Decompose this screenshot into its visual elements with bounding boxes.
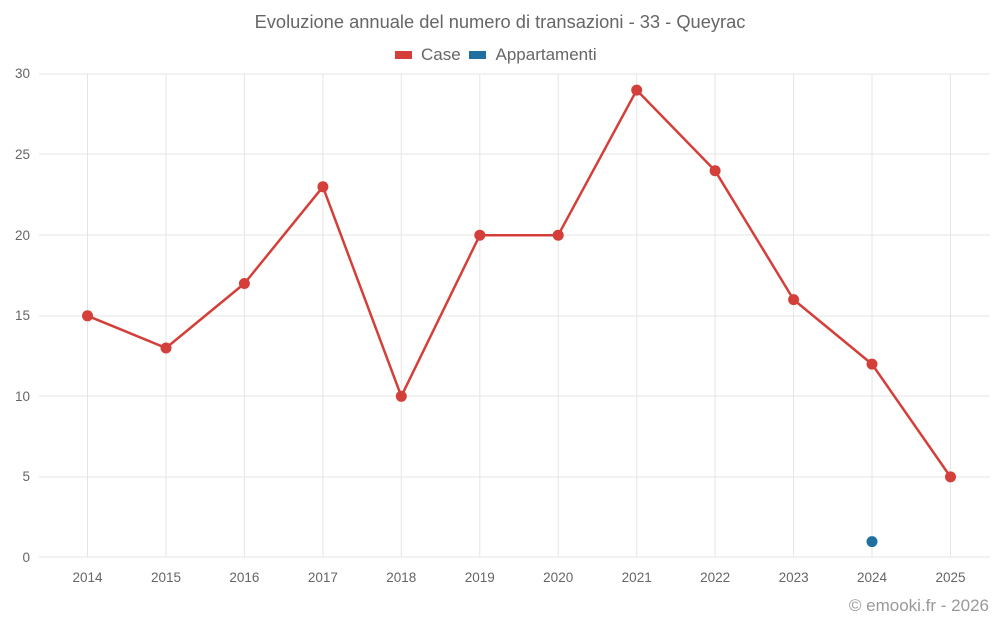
svg-text:2014: 2014 [72, 570, 103, 585]
svg-text:10: 10 [15, 389, 30, 404]
svg-text:0: 0 [22, 550, 30, 565]
svg-text:2019: 2019 [465, 570, 495, 585]
svg-text:2024: 2024 [857, 570, 888, 585]
svg-text:20: 20 [15, 228, 30, 243]
svg-text:2017: 2017 [308, 570, 338, 585]
svg-text:5: 5 [22, 469, 30, 484]
svg-text:2021: 2021 [622, 570, 652, 585]
svg-text:© emooki.fr - 2026: © emooki.fr - 2026 [849, 596, 989, 615]
svg-text:2025: 2025 [935, 570, 965, 585]
svg-text:2022: 2022 [700, 570, 730, 585]
svg-text:Evoluzione annuale del numero: Evoluzione annuale del numero di transaz… [255, 11, 746, 32]
svg-text:Case: Case [421, 45, 461, 64]
svg-text:2016: 2016 [229, 570, 259, 585]
svg-text:15: 15 [15, 308, 30, 323]
svg-text:2023: 2023 [779, 570, 809, 585]
svg-text:25: 25 [15, 147, 30, 162]
svg-text:2020: 2020 [543, 570, 573, 585]
svg-text:Appartamenti: Appartamenti [496, 45, 597, 64]
svg-text:30: 30 [15, 66, 30, 81]
svg-text:2018: 2018 [386, 570, 416, 585]
svg-text:2015: 2015 [151, 570, 181, 585]
